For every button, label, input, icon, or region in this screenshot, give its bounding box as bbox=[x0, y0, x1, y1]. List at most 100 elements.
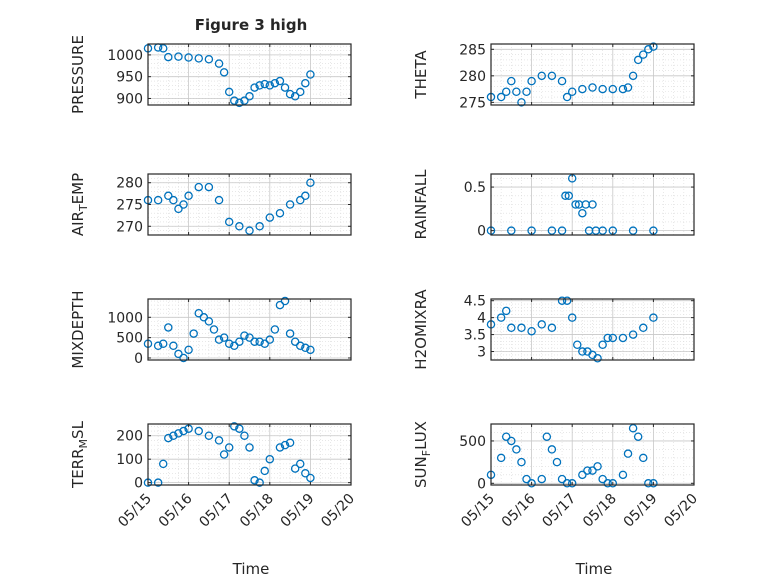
data-point bbox=[153, 341, 163, 351]
data-point bbox=[240, 96, 249, 105]
data-point bbox=[522, 87, 531, 96]
data-point bbox=[194, 54, 203, 63]
data-point bbox=[265, 213, 275, 222]
y-tick-label: 275 bbox=[459, 95, 486, 111]
y-tick-label: 0.5 bbox=[464, 180, 486, 196]
data-point bbox=[240, 431, 249, 440]
data-point bbox=[561, 191, 570, 201]
data-point bbox=[496, 92, 506, 102]
y-axis-label: TERRMSL bbox=[69, 420, 90, 489]
data-point bbox=[537, 71, 547, 81]
data-point bbox=[295, 195, 305, 205]
data-point bbox=[527, 76, 536, 86]
data-point bbox=[219, 333, 229, 342]
subplot-2: 275 280 285 THETA bbox=[412, 42, 695, 111]
x-tick-label: 05/15 bbox=[115, 491, 155, 531]
data-point bbox=[562, 479, 572, 488]
data-point bbox=[562, 92, 572, 102]
data-point bbox=[578, 347, 587, 356]
data-point bbox=[644, 45, 653, 54]
data-point bbox=[562, 296, 572, 305]
data-point bbox=[290, 464, 300, 473]
data-point bbox=[557, 296, 567, 305]
data-point bbox=[537, 320, 547, 329]
y-tick-label: 200 bbox=[116, 429, 143, 445]
data-point bbox=[628, 226, 638, 235]
data-point bbox=[204, 431, 214, 440]
x-axis-label-left: Time bbox=[232, 560, 270, 578]
y-tick-label: 0 bbox=[134, 476, 143, 492]
axes-box bbox=[490, 173, 695, 236]
data-point bbox=[164, 323, 173, 332]
data-point bbox=[301, 343, 310, 353]
subplot-3: 270 275 280 AIRTEMP bbox=[69, 173, 352, 236]
data-point bbox=[618, 470, 628, 480]
x-tick-label: 05/18 bbox=[237, 491, 277, 531]
y-tick-label: 4 bbox=[477, 311, 486, 327]
data-point bbox=[209, 325, 219, 334]
data-point bbox=[567, 479, 577, 488]
data-point bbox=[245, 333, 254, 342]
data-point bbox=[537, 474, 547, 484]
data-point bbox=[219, 450, 229, 459]
data-point bbox=[184, 345, 193, 355]
data-point bbox=[564, 191, 574, 201]
data-point bbox=[603, 333, 612, 343]
data-point bbox=[153, 195, 163, 205]
y-tick-label: 0 bbox=[477, 224, 486, 240]
data-point bbox=[189, 329, 198, 338]
axes-box bbox=[147, 298, 352, 361]
data-point bbox=[598, 340, 607, 349]
y-tick-label: 3.5 bbox=[464, 328, 486, 344]
y-axis-label: MIXDEPTH bbox=[69, 290, 87, 368]
y-tick-label: 950 bbox=[116, 70, 143, 86]
data-point bbox=[240, 331, 249, 340]
y-tick-label: 1000 bbox=[107, 310, 143, 326]
data-point bbox=[214, 335, 224, 344]
y-tick-label: 3 bbox=[477, 345, 486, 361]
y-tick-label: 0 bbox=[134, 351, 143, 367]
data-point bbox=[174, 349, 183, 359]
data-point bbox=[618, 333, 628, 343]
data-point bbox=[517, 457, 526, 467]
data-point bbox=[623, 83, 633, 92]
data-point bbox=[628, 71, 638, 81]
data-point bbox=[285, 200, 295, 209]
data-point bbox=[571, 200, 580, 209]
data-point bbox=[593, 354, 602, 363]
y-axis-label: SUNFLUX bbox=[412, 421, 433, 488]
data-point bbox=[578, 84, 587, 94]
subplot-1: 900 950 1000 PRESSURE bbox=[69, 35, 352, 114]
data-point bbox=[219, 68, 229, 77]
data-point bbox=[194, 426, 203, 436]
y-axis-label: THETA bbox=[412, 50, 430, 100]
data-point bbox=[270, 78, 280, 88]
data-point bbox=[639, 50, 648, 59]
data-point bbox=[547, 323, 557, 333]
data-point bbox=[224, 217, 234, 227]
data-point bbox=[547, 71, 557, 81]
data-point bbox=[265, 454, 275, 464]
figure-title: Figure 3 high bbox=[195, 16, 308, 34]
data-point bbox=[527, 479, 536, 488]
y-tick-label: 500 bbox=[116, 331, 143, 347]
data-point bbox=[285, 89, 295, 99]
data-point bbox=[633, 55, 643, 65]
data-point bbox=[179, 200, 188, 209]
data-point bbox=[255, 337, 264, 346]
data-point bbox=[649, 479, 658, 488]
axes-box bbox=[490, 423, 695, 486]
data-point bbox=[224, 339, 234, 348]
data-point bbox=[552, 457, 562, 467]
data-point bbox=[265, 81, 275, 90]
data-point bbox=[608, 479, 618, 488]
data-point bbox=[164, 191, 173, 201]
y-axis-label: RAINFALL bbox=[412, 169, 430, 240]
data-point bbox=[275, 443, 285, 452]
data-point bbox=[224, 443, 234, 452]
data-point bbox=[639, 453, 648, 463]
data-point bbox=[578, 470, 587, 480]
data-point bbox=[517, 323, 526, 333]
